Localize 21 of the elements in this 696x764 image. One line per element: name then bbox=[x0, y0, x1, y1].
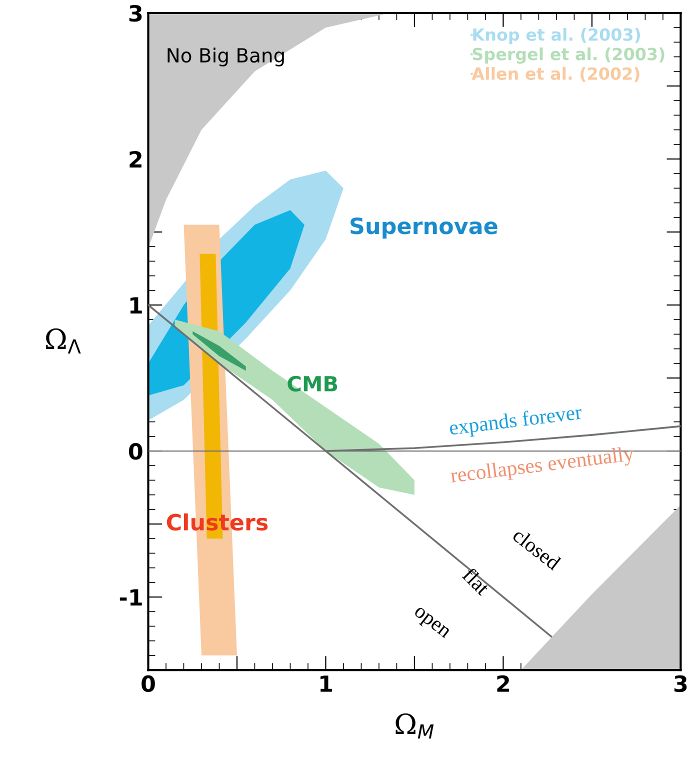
x-tick-label: 3 bbox=[674, 675, 687, 692]
annotation: recollapses eventually bbox=[450, 446, 635, 487]
annotation: Supernovae bbox=[350, 217, 498, 239]
y-tick-label: 3 bbox=[129, 4, 142, 22]
legend-label: Allen et al. (2002) bbox=[472, 67, 640, 82]
annotation: open bbox=[410, 606, 451, 642]
annotation: flat bbox=[462, 566, 492, 596]
y-tick-label: 1 bbox=[130, 297, 142, 314]
legend-label: Spergel et al. (2003) bbox=[472, 47, 664, 64]
y-tick-label: -1 bbox=[120, 589, 142, 606]
y-tick-label: 0 bbox=[128, 442, 142, 460]
annotation: No Big Bang bbox=[168, 48, 284, 66]
y-tick-label: 2 bbox=[130, 150, 142, 168]
x-tick-label: 2 bbox=[497, 675, 510, 692]
y-axis-title: Ω$_{Λ}$ bbox=[46, 328, 81, 354]
x-axis-title: Ω$_{M}$ bbox=[396, 713, 434, 739]
annotation: expands forever bbox=[448, 404, 583, 440]
x-tick-label: 0 bbox=[142, 675, 155, 692]
x-tick-label: 1 bbox=[320, 676, 332, 692]
annotation: CMB bbox=[288, 376, 338, 392]
legend-label: Knop et al. (2003) bbox=[473, 28, 640, 44]
